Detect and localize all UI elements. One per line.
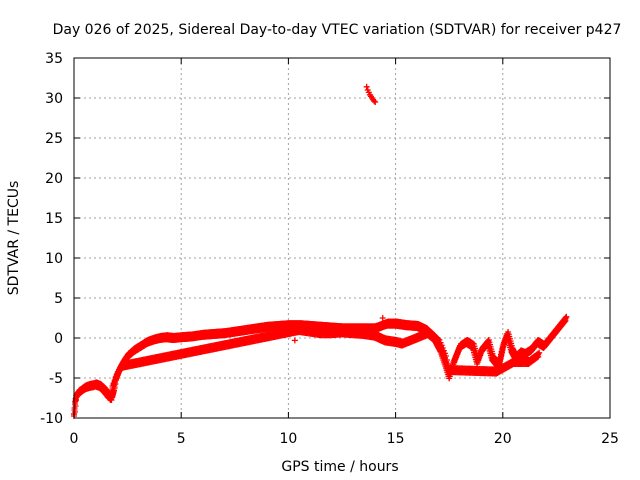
y-tick-label: 30 (45, 91, 63, 107)
y-tick-label: 10 (45, 251, 63, 267)
data-point (535, 353, 542, 360)
data-point (108, 391, 115, 397)
data-point (111, 379, 118, 385)
chart-title: Day 026 of 2025, Sidereal Day-to-day VTE… (53, 22, 622, 38)
x-tick-label: 0 (70, 431, 79, 447)
data-point (536, 349, 543, 356)
y-tick-label: 25 (45, 131, 63, 147)
data-point (445, 361, 452, 367)
y-tick-label: 0 (54, 331, 63, 347)
x-tick-label: 10 (279, 431, 297, 447)
y-axis-tick-labels: -10 -5 0 5 10 15 20 25 30 35 (40, 51, 63, 427)
y-tick-label: 35 (45, 51, 63, 67)
data-point (107, 397, 114, 403)
y-tick-label: -10 (40, 411, 63, 427)
y-tick-label: -5 (49, 371, 63, 387)
x-tick-label: 5 (177, 431, 186, 447)
x-axis-label: GPS time / hours (281, 459, 398, 475)
data-point (363, 83, 370, 90)
data-point (443, 357, 450, 363)
data-point (563, 313, 570, 320)
data-point (291, 337, 298, 344)
data-point (371, 98, 378, 105)
data-point (534, 354, 541, 361)
axis-ticks (73, 57, 611, 419)
data-point (372, 99, 379, 105)
plot-frame (73, 57, 611, 419)
x-axis-tick-labels: 0 5 10 15 20 25 (70, 431, 619, 447)
data-point (379, 315, 386, 321)
data-point (110, 382, 117, 388)
y-tick-label: 15 (45, 211, 63, 227)
y-axis-label: SDTVAR / TECUs (6, 181, 22, 296)
y-tick-label: 20 (45, 171, 63, 187)
data-point (442, 353, 449, 359)
data-point (109, 385, 116, 391)
data-point (112, 376, 119, 382)
x-tick-label: 20 (494, 431, 512, 447)
x-tick-label: 15 (387, 431, 405, 447)
data-series (71, 83, 570, 419)
data-point (562, 317, 569, 324)
y-tick-label: 5 (54, 291, 63, 307)
x-tick-label: 25 (601, 431, 619, 447)
grid (74, 58, 610, 418)
